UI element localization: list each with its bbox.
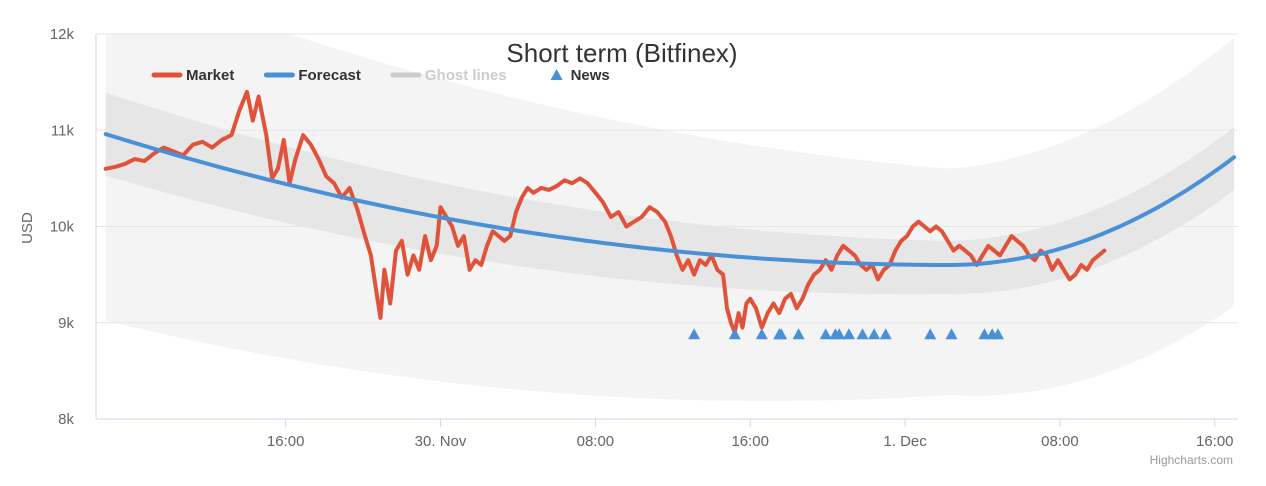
news-marker <box>856 328 869 340</box>
news-marker <box>755 328 768 340</box>
legend-label: Ghost lines <box>425 67 507 84</box>
news-marker <box>833 328 846 340</box>
news-marker <box>868 328 881 340</box>
legend-label: News <box>571 67 610 84</box>
news-marker <box>819 328 832 340</box>
news-markers <box>688 328 1004 340</box>
news-marker <box>945 328 958 340</box>
y-axis-title: USD <box>19 212 36 244</box>
y-tick-label: 8k <box>58 411 74 428</box>
news-marker <box>978 328 991 340</box>
x-tick-label: 08:00 <box>577 433 615 450</box>
news-marker <box>924 328 937 340</box>
x-tick-label: 16:00 <box>731 433 769 450</box>
x-tick-label: 30. Nov <box>415 433 467 450</box>
legend: Market Forecast Ghost lines News <box>151 67 610 84</box>
x-tick-label: 16:00 <box>1196 433 1234 450</box>
news-marker <box>792 328 805 340</box>
legend-item-news[interactable]: News <box>550 67 610 84</box>
y-tick-label: 10k <box>50 219 75 236</box>
forecast-line <box>103 132 1237 267</box>
series <box>103 89 1237 335</box>
news-marker <box>991 328 1004 340</box>
legend-item-market[interactable]: Market <box>151 67 234 84</box>
band-outer <box>105 34 1235 402</box>
legend-symbol <box>550 69 563 80</box>
credits-link[interactable]: Highcharts.com <box>1150 453 1233 467</box>
y-tick-label: 11k <box>51 122 75 139</box>
forecast-bands <box>105 34 1235 402</box>
chart-title: Short term (Bitfinex) <box>506 38 737 68</box>
band-inner <box>105 92 1235 295</box>
x-tick-label: 1. Dec <box>883 433 927 450</box>
news-marker <box>775 328 788 340</box>
legend-label: Forecast <box>298 67 361 84</box>
news-marker <box>688 328 701 340</box>
news-marker <box>842 328 855 340</box>
y-tick-label: 9k <box>58 315 74 332</box>
legend-item-ghost-lines[interactable]: Ghost lines <box>390 67 507 84</box>
y-tick-label: 12k <box>50 26 75 43</box>
market-line <box>103 89 1107 335</box>
legend-label: Market <box>186 67 234 84</box>
axes: 8k 9k 10k 11k 12k 16:00 30. Nov 08:00 16:00 1. De… <box>50 26 1238 450</box>
x-tick-label: 08:00 <box>1041 433 1079 450</box>
legend-item-forecast[interactable]: Forecast <box>263 67 361 84</box>
news-marker <box>728 328 741 340</box>
x-tick-label: 16:00 <box>267 433 305 450</box>
news-marker <box>879 328 892 340</box>
